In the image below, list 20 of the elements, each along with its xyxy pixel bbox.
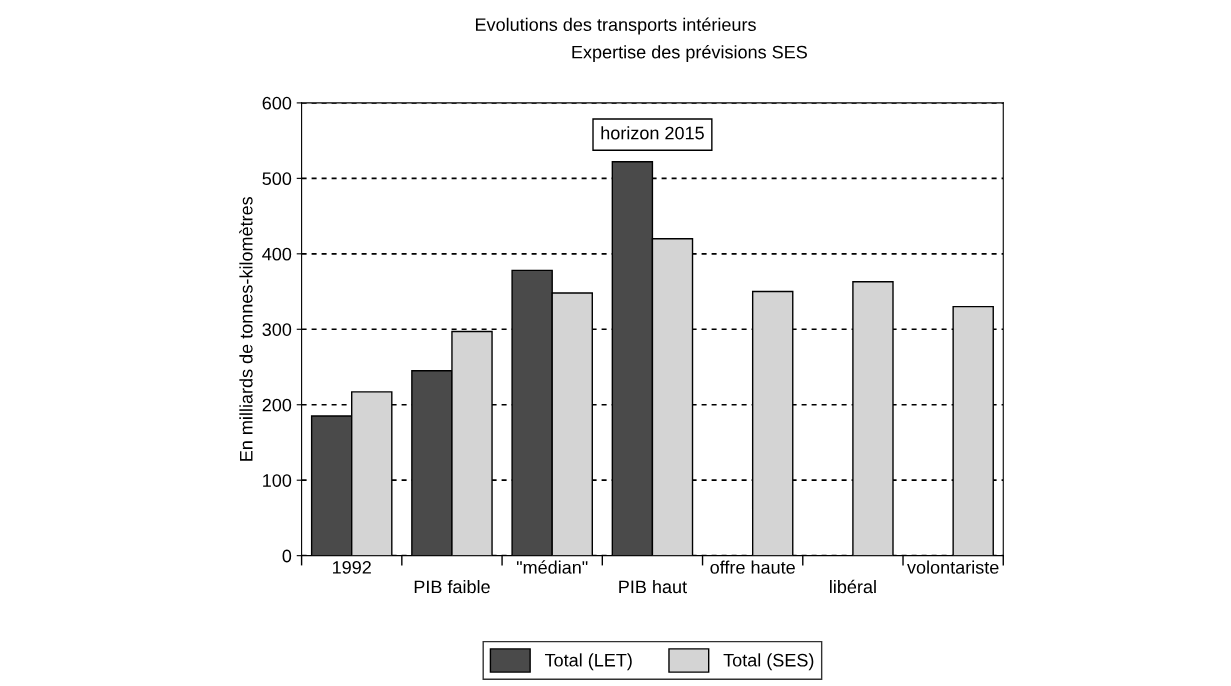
y-tick-label: 200	[262, 398, 292, 412]
x-tick-label: libéral	[830, 579, 876, 594]
x-tick-label: PIB haut	[619, 579, 687, 594]
chart-title: Evolutions des transports intérieurs	[475, 17, 756, 35]
y-axis-title: En milliards de tonnes-kilomètres	[239, 196, 253, 461]
y-tick-label: 400	[262, 247, 292, 261]
y-tick-label: 300	[262, 323, 292, 336]
legend-label: Total (SES)	[723, 653, 814, 671]
chart-subtitle: Expertise des prévisions SES	[572, 45, 807, 63]
legend-label: Total (LET)	[544, 653, 632, 671]
y-tick-label: 500	[262, 172, 292, 186]
x-tick-label: PIB faible	[414, 579, 490, 594]
x-tick-label: offre haute	[710, 560, 795, 574]
x-tick-label: "médian"	[516, 560, 588, 574]
x-tick-label: volontariste	[907, 560, 999, 574]
y-tick-label: 100	[263, 474, 292, 487]
x-tick-label: 1992	[333, 561, 371, 574]
y-tick-label: 600	[262, 96, 292, 110]
y-tick-label: 0	[282, 549, 292, 563]
annotation: horizon 2015	[601, 126, 704, 140]
